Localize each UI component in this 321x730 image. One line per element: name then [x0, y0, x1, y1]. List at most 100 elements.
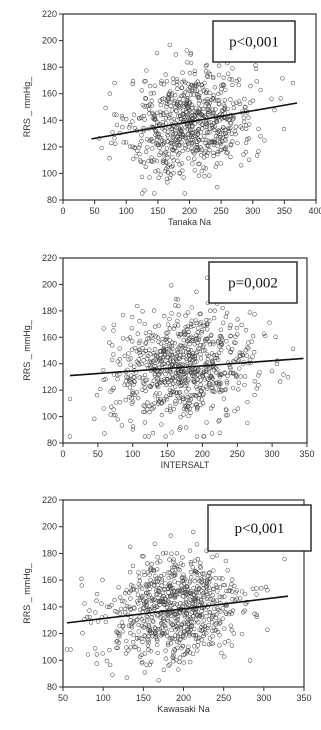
data-point: [117, 400, 123, 405]
data-point: [138, 353, 143, 358]
data-point: [151, 378, 156, 383]
data-point: [186, 347, 191, 352]
data-point: [125, 382, 130, 387]
data-point: [162, 377, 167, 382]
data-point: [131, 632, 136, 638]
data-point: [160, 158, 166, 163]
data-point: [188, 127, 193, 133]
data-point: [250, 333, 256, 339]
data-point: [185, 60, 190, 65]
data-point: [157, 379, 162, 385]
data-point: [188, 369, 193, 374]
data-point: [152, 541, 157, 546]
data-point: [238, 374, 243, 379]
data-point: [188, 659, 193, 665]
data-point: [220, 616, 225, 621]
data-point: [220, 82, 225, 88]
data-point: [173, 370, 178, 375]
data-point: [187, 548, 193, 553]
data-point: [128, 362, 133, 367]
data-point: [167, 92, 172, 97]
data-point: [142, 420, 147, 425]
data-point: [150, 618, 155, 623]
data-point: [199, 637, 204, 642]
data-point: [232, 129, 238, 134]
data-point: [192, 151, 197, 156]
data-point: [204, 137, 209, 143]
data-point: [228, 333, 233, 338]
data-point: [179, 645, 184, 651]
data-point: [183, 380, 189, 385]
data-point: [117, 632, 122, 637]
data-point: [217, 585, 223, 590]
data-point: [247, 658, 253, 663]
data-point: [239, 126, 245, 131]
data-point: [170, 636, 175, 641]
data-point: [177, 374, 182, 379]
data-point: [183, 590, 188, 595]
data-point: [213, 164, 218, 169]
data-point: [142, 372, 148, 378]
data-point: [135, 331, 140, 336]
data-point: [188, 92, 194, 97]
data-point: [184, 601, 189, 607]
data-point: [114, 122, 120, 128]
data-point: [152, 371, 158, 376]
data-point: [170, 362, 175, 367]
data-point: [179, 127, 184, 133]
data-point: [206, 370, 212, 375]
data-point: [254, 614, 259, 619]
data-point: [194, 359, 199, 364]
data-point: [149, 631, 154, 636]
data-point: [206, 103, 211, 108]
data-point: [125, 337, 130, 342]
data-point: [213, 107, 218, 112]
data-point: [203, 64, 209, 69]
data-point: [203, 140, 208, 145]
data-point: [204, 596, 210, 602]
data-point: [209, 620, 215, 625]
data-point: [181, 575, 186, 580]
data-point: [188, 562, 194, 567]
data-point: [164, 629, 170, 635]
data-point: [173, 138, 178, 143]
data-point: [168, 613, 174, 619]
data-point: [174, 593, 179, 598]
data-point: [136, 601, 141, 606]
data-point: [250, 98, 256, 103]
data-point: [192, 626, 197, 632]
data-point: [151, 91, 156, 96]
data-point: [171, 653, 176, 658]
data-point: [136, 357, 142, 362]
data-point: [185, 324, 190, 329]
data-point: [168, 382, 173, 388]
data-point: [223, 138, 228, 143]
data-point: [123, 140, 129, 145]
data-point: [164, 104, 169, 110]
data-point: [199, 82, 205, 88]
data-point: [188, 560, 193, 565]
data-point: [154, 140, 159, 146]
data-point: [237, 350, 243, 355]
data-point: [165, 322, 171, 327]
data-point: [215, 149, 220, 155]
data-point: [110, 343, 115, 348]
data-point: [233, 334, 238, 339]
data-point: [188, 137, 193, 143]
data-point: [155, 335, 161, 340]
data-point: [195, 377, 200, 382]
data-point: [177, 655, 183, 660]
data-point: [203, 166, 208, 171]
data-point: [197, 321, 202, 326]
data-point: [94, 661, 99, 666]
data-point: [175, 588, 180, 594]
data-point: [181, 175, 186, 180]
data-point: [164, 79, 170, 84]
data-point: [143, 330, 149, 336]
data-point: [147, 107, 152, 112]
data-point: [183, 370, 189, 375]
data-point: [189, 403, 194, 408]
data-point: [180, 594, 186, 599]
data-point: [129, 347, 135, 352]
data-point: [230, 82, 235, 88]
